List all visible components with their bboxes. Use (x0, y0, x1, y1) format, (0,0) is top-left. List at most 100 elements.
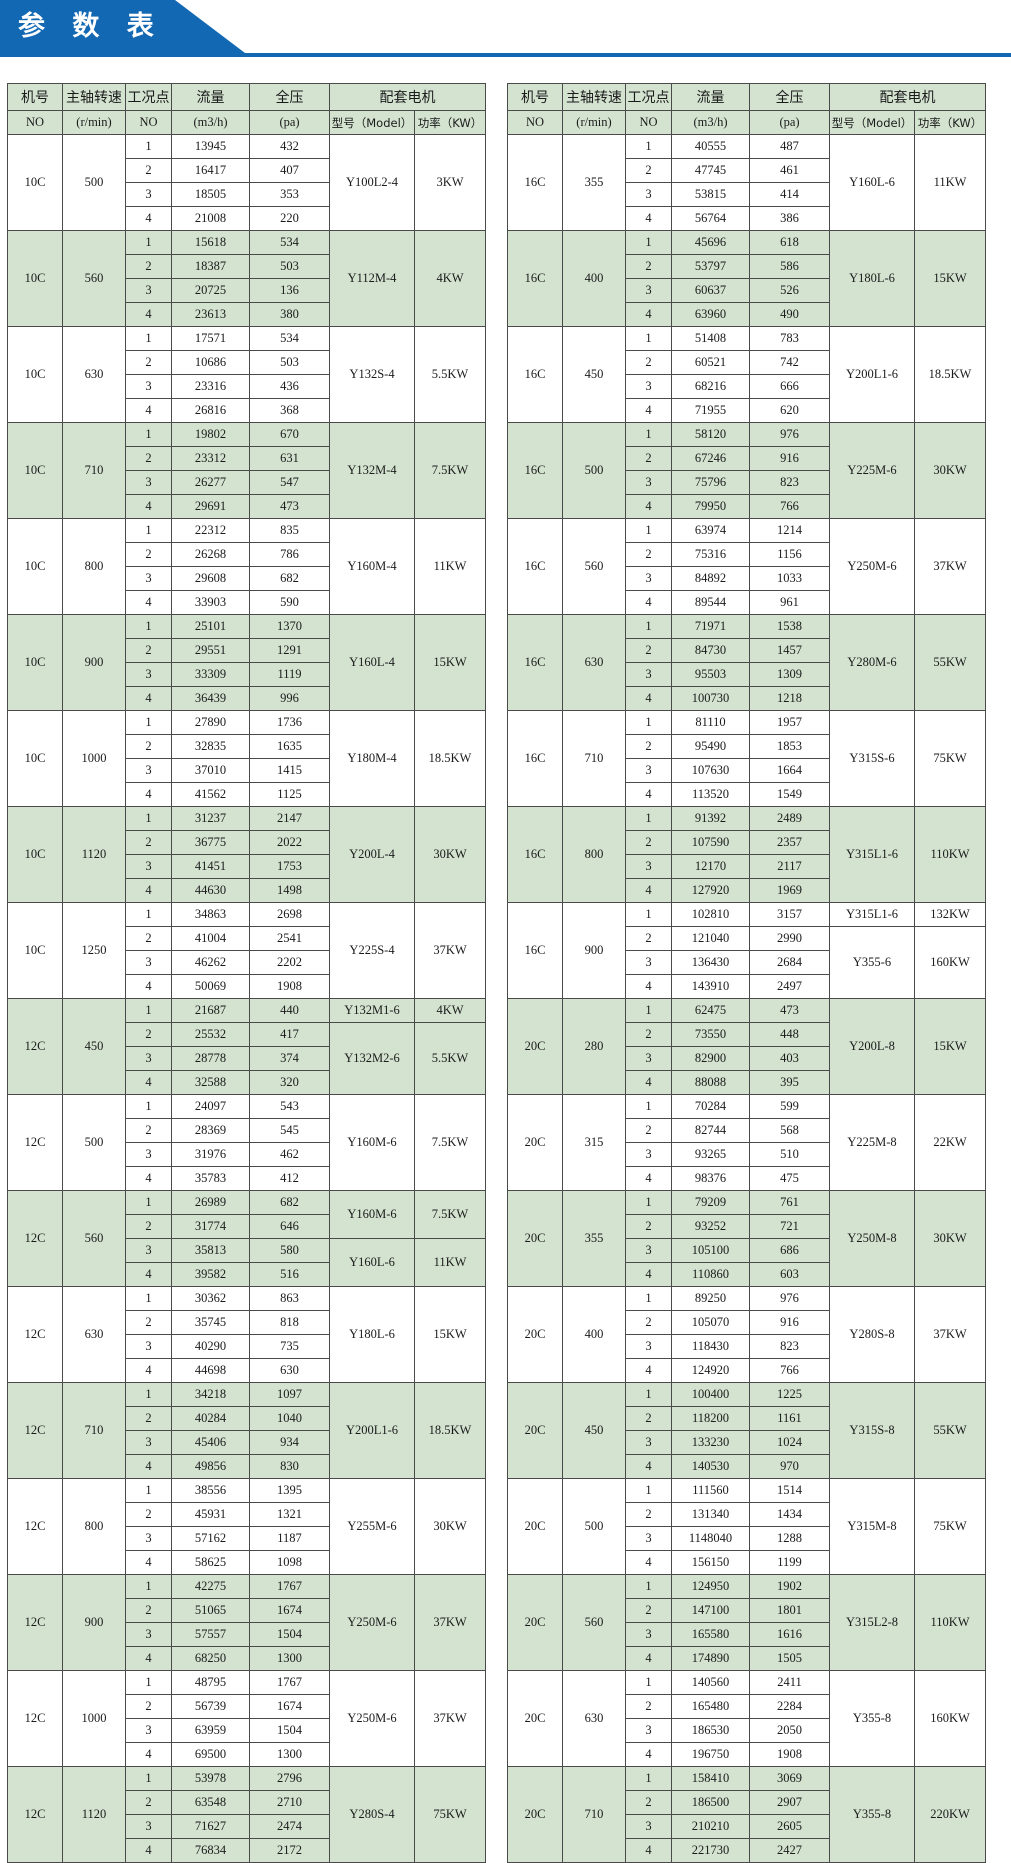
cell-total-pressure: 2990 (749, 926, 830, 951)
cell-total-pressure: 1504 (249, 1718, 330, 1743)
cell-motor-power: 110KW (914, 1574, 986, 1671)
cell-operating-point: 1 (125, 1478, 172, 1503)
table-row: 20C 280 1 62475 473 Y200L-8 15KW (507, 998, 986, 1095)
cell-spindle-speed: 450 (62, 998, 126, 1095)
cell-spindle-speed: 630 (562, 614, 626, 711)
cell-total-pressure: 1321 (249, 1502, 330, 1527)
cell-flow: 118430 (671, 1334, 750, 1359)
cell-spindle-speed: 800 (562, 806, 626, 903)
cell-operating-point: 3 (125, 1142, 172, 1167)
cell-total-pressure: 1300 (249, 1742, 330, 1767)
cell-flow: 71971 (671, 614, 750, 639)
header-machine-no: 机号 (507, 83, 563, 111)
cell-flow: 31237 (171, 806, 250, 831)
cell-total-pressure: 386 (749, 206, 830, 231)
cell-flow: 16417 (171, 158, 250, 183)
cell-operating-point: 2 (625, 1790, 672, 1815)
cell-total-pressure: 1853 (749, 734, 830, 759)
cell-total-pressure: 618 (749, 230, 830, 255)
table-row: 20C 400 1 89250 976 Y280S-8 37KW (507, 1286, 986, 1383)
banner-rule (0, 53, 1011, 57)
cell-flow: 71955 (671, 398, 750, 423)
cell-operating-point: 2 (125, 1598, 172, 1623)
header-flow: 流量 (671, 83, 750, 111)
cell-total-pressure: 353 (249, 182, 330, 207)
cell-total-pressure: 1415 (249, 758, 330, 783)
cell-motor-model: Y225M-6 (829, 422, 915, 519)
cell-flow: 82744 (671, 1118, 750, 1143)
cell-total-pressure: 2710 (249, 1790, 330, 1815)
cell-operating-point: 2 (125, 926, 172, 951)
table-row: 3 68216 666 (508, 374, 986, 399)
table-row: 2 60521 742 (508, 350, 986, 375)
cell-motor-model: Y132S-4 (329, 326, 415, 423)
cell-machine-no: 10C (7, 422, 63, 519)
header-operating-point-unit: NO (125, 110, 172, 135)
cell-total-pressure: 1767 (249, 1670, 330, 1695)
cell-total-pressure: 220 (249, 206, 330, 231)
table-row: 3 29608 682 (8, 566, 486, 591)
cell-operating-point: 1 (125, 806, 172, 831)
cell-total-pressure: 1097 (249, 1382, 330, 1407)
cell-flow: 26816 (171, 398, 250, 423)
cell-flow: 13945 (171, 134, 250, 159)
cell-operating-point: 3 (625, 1814, 672, 1839)
cell-machine-no: 16C (507, 806, 563, 903)
cell-motor-model: Y225M-8 (829, 1094, 915, 1191)
cell-total-pressure: 417 (249, 1022, 330, 1047)
cell-operating-point: 3 (125, 1334, 172, 1359)
cell-motor-power: 30KW (914, 422, 986, 519)
cell-flow: 34863 (171, 902, 250, 927)
cell-spindle-speed: 500 (62, 1094, 126, 1191)
cell-flow: 26268 (171, 542, 250, 567)
table-row: 16C 450 1 51408 783 Y200L1-6 18.5KW (507, 326, 986, 423)
cell-operating-point: 2 (625, 350, 672, 375)
table-row: 3 26277 547 (8, 470, 486, 495)
cell-total-pressure: 2474 (249, 1814, 330, 1839)
cell-operating-point: 3 (125, 758, 172, 783)
table-row: 4 79950 766 (508, 494, 986, 519)
table-row: 4 100730 1218 (508, 686, 986, 711)
cell-motor-power: 160KW (914, 1670, 986, 1767)
cell-flow: 45696 (671, 230, 750, 255)
cell-flow: 75796 (671, 470, 750, 495)
cell-motor-model: Y250M-6 (329, 1670, 415, 1767)
header-spindle-speed-unit: (r/min) (562, 110, 626, 135)
table-row: 20C 450 1 100400 1225 Y315S-8 55KW (507, 1382, 986, 1479)
table-row: 10C 1250 1 34863 2698 Y225S-4 37KW (7, 902, 486, 999)
cell-total-pressure: 2202 (249, 950, 330, 975)
table-row: 2 18387 503 (8, 254, 486, 279)
cell-flow: 56739 (171, 1694, 250, 1719)
cell-motor-model: Y280S-4 (329, 1766, 415, 1863)
cell-flow: 69500 (171, 1742, 250, 1767)
cell-total-pressure: 1309 (749, 662, 830, 687)
cell-machine-no: 16C (507, 422, 563, 519)
cell-flow: 88088 (671, 1070, 750, 1095)
cell-motor-power: 7.5KW (414, 1190, 486, 1239)
cell-operating-point: 4 (125, 302, 172, 327)
table-row: 2 23312 631 (8, 446, 486, 471)
cell-spindle-speed: 630 (62, 326, 126, 423)
table-row: 2 36775 2022 (8, 830, 486, 855)
cell-total-pressure: 534 (249, 230, 330, 255)
cell-total-pressure: 380 (249, 302, 330, 327)
cell-total-pressure: 835 (249, 518, 330, 543)
table-row: 4 29691 473 (8, 494, 486, 519)
table-row: 10C 800 1 22312 835 Y160M-4 11KW (7, 518, 486, 615)
cell-flow: 107590 (671, 830, 750, 855)
cell-operating-point: 3 (125, 374, 172, 399)
cell-operating-point: 4 (125, 590, 172, 615)
cell-flow: 73550 (671, 1022, 750, 1047)
table-row: 4 156150 1199 (508, 1550, 986, 1575)
cell-spindle-speed: 630 (562, 1670, 626, 1767)
table-row: 12C 560 1 26989 682 Y160M-6 7.5KW (7, 1190, 486, 1287)
cell-flow: 221730 (671, 1838, 750, 1863)
cell-operating-point: 2 (125, 1694, 172, 1719)
cell-total-pressure: 403 (749, 1046, 830, 1071)
cell-total-pressure: 1040 (249, 1406, 330, 1431)
cell-motor-power: 22KW (914, 1094, 986, 1191)
cell-spindle-speed: 500 (562, 422, 626, 519)
cell-spindle-speed: 710 (62, 1382, 126, 1479)
cell-flow: 22312 (171, 518, 250, 543)
cell-operating-point: 1 (125, 1670, 172, 1695)
